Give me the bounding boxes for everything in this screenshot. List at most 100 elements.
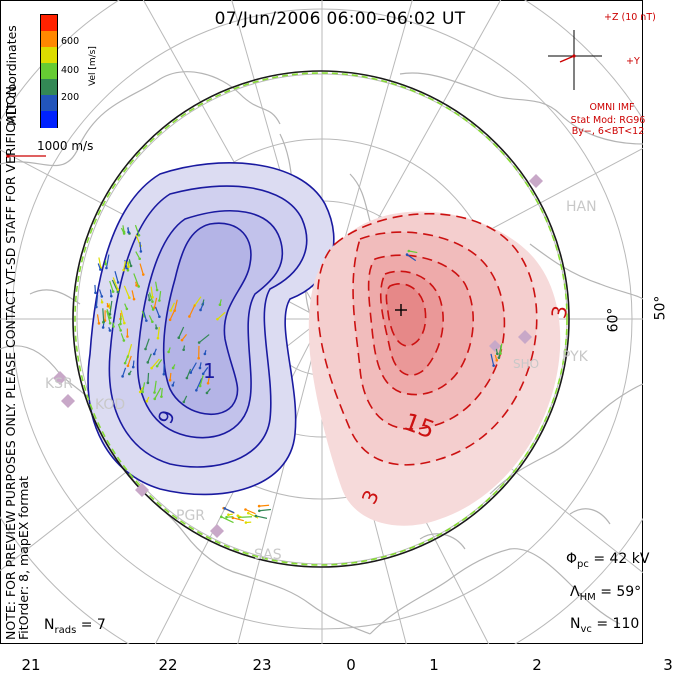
velocity-vector-origin <box>203 352 207 356</box>
velocity-vector <box>259 508 271 512</box>
velocity-vector-origin <box>106 304 110 308</box>
velocity-vector <box>156 359 163 367</box>
velocity-vector-origin <box>127 372 131 376</box>
velocity-vector-origin <box>236 514 240 517</box>
negative-potential-cell <box>87 162 335 496</box>
velocity-vector <box>144 338 150 350</box>
velocity-vector <box>194 296 202 306</box>
velocity-vector <box>96 314 100 324</box>
velocity-vector-origin <box>244 508 247 511</box>
colorbar-tick-600: 600 <box>61 36 80 47</box>
velocity-vector-origin <box>158 315 161 319</box>
velocity-vector <box>490 353 495 366</box>
velocity-vector <box>170 302 175 311</box>
mlt-label-22: 22 <box>158 656 178 674</box>
imf-model: Stat Mod: RG96 <box>570 115 646 126</box>
cross-polar-potential: Φpc = 42 kV <box>566 551 650 570</box>
velocity-vector <box>147 372 150 383</box>
velocity-vector-origin <box>129 264 133 268</box>
colorbar-segment <box>41 63 57 80</box>
velocity-vector-origin <box>101 326 105 329</box>
station-label-pgr: PGR <box>176 508 206 524</box>
velocity-vectors <box>94 224 503 524</box>
mlt-label-23: 23 <box>252 656 272 674</box>
velocity-vector-origin <box>150 366 153 370</box>
velocity-vector-origin <box>116 290 120 294</box>
velocity-vector-origin <box>119 329 123 332</box>
velocity-vector <box>131 290 135 300</box>
velocity-vector-origin <box>223 507 227 510</box>
mlt-label-3: 3 <box>663 656 673 674</box>
velocity-vector <box>195 378 203 391</box>
velocity-vector-origin <box>102 320 106 324</box>
velocity-vector-origin <box>138 390 142 394</box>
velocity-vector-origin <box>145 319 148 322</box>
velocity-vector-origin <box>177 336 181 340</box>
velocity-vector-origin <box>97 322 101 325</box>
velocity-vector-origin <box>185 376 189 380</box>
velocity-vector-origin <box>100 295 104 298</box>
velocity-vector-origin <box>155 326 158 330</box>
velocity-vector <box>255 515 268 519</box>
velocity-vector <box>157 326 160 339</box>
velocity-vector <box>106 310 111 324</box>
velocity-vector <box>135 251 141 260</box>
station-marker-kod <box>61 394 75 408</box>
velocity-vector-origin <box>132 297 136 301</box>
velocity-vector-origin <box>168 378 172 382</box>
velocity-vector <box>198 334 210 344</box>
hm-boundary-inner <box>74 72 568 566</box>
colorbar-segment <box>41 31 57 48</box>
colorbar-segment <box>41 47 57 64</box>
velocity-vector-origin <box>125 307 129 311</box>
imf-z-label: +Z (10 nT) <box>604 12 656 23</box>
velocity-vector-origin <box>121 375 124 378</box>
velocity-vector-origin <box>201 372 205 376</box>
velocity-vector <box>134 224 140 236</box>
velocity-vector-origin <box>109 294 113 298</box>
station-label-kod: KOD <box>95 397 126 413</box>
velocity-vector-origin <box>198 384 202 388</box>
velocity-vector <box>123 285 130 298</box>
velocity-vector-origin <box>146 361 150 364</box>
velocity-vector-origin <box>492 364 495 367</box>
velocity-vector <box>102 308 105 322</box>
imf-source: OMNI IMF <box>589 102 635 113</box>
velocity-vector-origin <box>199 308 202 312</box>
velocity-vector <box>106 308 111 318</box>
station-marker-pgr <box>135 483 149 497</box>
velocity-vector-origin <box>126 364 130 368</box>
velocity-vector-origin <box>137 233 141 237</box>
station-label-sho: SHO <box>513 357 540 371</box>
velocity-vector-origin <box>156 336 160 340</box>
station-label-sas: SAS <box>254 547 282 563</box>
velocity-vector-origin <box>123 321 126 325</box>
station-label-ksr: KSR <box>45 376 73 392</box>
velocity-vector-origin <box>180 338 184 342</box>
colorbar-segment <box>41 79 57 96</box>
velocity-vector-origin <box>146 381 150 385</box>
velocity-vector <box>199 302 205 311</box>
velocity-vector-origin <box>104 262 107 266</box>
coordinate-system-label: MLT coordinates <box>4 25 19 126</box>
velocity-vector-origin <box>244 521 248 524</box>
velocity-vector-origin <box>405 253 409 256</box>
velocity-vector <box>120 310 125 324</box>
velocity-vector-origin <box>407 249 411 253</box>
velocity-vector-origin <box>153 391 156 394</box>
velocity-vector <box>95 294 99 308</box>
velocity-vector <box>127 343 133 357</box>
velocity-vector-origin <box>122 339 126 342</box>
velocity-vector <box>109 280 114 292</box>
velocity-vector <box>186 368 192 379</box>
velocity-vector <box>248 512 259 519</box>
velocity-vector-origin <box>122 230 126 234</box>
map-title: 07/Jun/2006 06:00–06:02 UT <box>214 9 466 29</box>
velocity-vector-origin <box>138 257 141 261</box>
hm-boundary-outer <box>72 70 570 568</box>
station-marker-pyk <box>518 330 532 344</box>
imf-y-label: +Y <box>626 56 640 67</box>
velocity-vector <box>147 353 152 363</box>
velocity-vector-origin <box>195 389 198 392</box>
colorbar-tick-200: 200 <box>61 92 80 103</box>
